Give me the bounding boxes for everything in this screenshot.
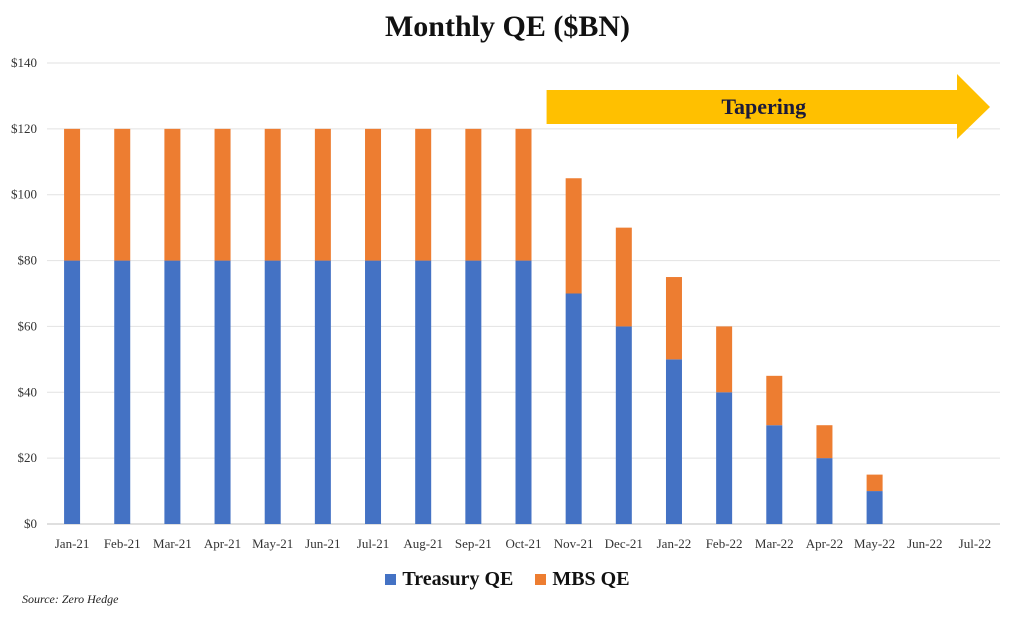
bar-segment <box>314 260 331 524</box>
bar-segment <box>465 128 482 261</box>
y-tick-label: $0 <box>24 516 37 531</box>
legend: Treasury QE MBS QE <box>0 568 1015 591</box>
x-tick-label: Mar-22 <box>755 536 794 551</box>
legend-label: MBS QE <box>552 568 630 590</box>
bar-segment <box>665 277 682 360</box>
bar-segment <box>716 326 733 393</box>
x-tick-label: Jul-22 <box>959 536 992 551</box>
source-note: Source: Zero Hedge <box>22 592 119 606</box>
x-tick-label: May-21 <box>252 536 293 551</box>
bar-segment <box>114 128 131 261</box>
x-tick-label: Nov-21 <box>554 536 594 551</box>
tapering-annotation: Tapering <box>546 74 990 139</box>
bar-segment <box>214 128 231 261</box>
bar-segment <box>415 128 432 261</box>
y-tick-label: $20 <box>18 450 38 465</box>
x-tick-label: Jul-21 <box>357 536 390 551</box>
bar-segment <box>615 326 632 524</box>
x-tick-label: Dec-21 <box>605 536 643 551</box>
bar-segment <box>615 227 632 327</box>
legend-swatch <box>535 574 547 585</box>
y-axis: $0 $20 $40 $60 $80 $100 $120 $140 <box>11 55 37 531</box>
y-tick-label: $120 <box>11 121 37 136</box>
bar-segment <box>264 260 281 524</box>
bar-segment <box>415 260 432 524</box>
bars <box>64 128 883 524</box>
bar-segment <box>565 178 582 294</box>
bar-segment <box>365 128 382 261</box>
legend-item: MBS QE <box>535 568 630 591</box>
y-tick-label: $60 <box>18 318 38 333</box>
y-tick-label: $80 <box>18 253 38 268</box>
bar-segment <box>515 128 532 261</box>
x-tick-label: May-22 <box>854 536 895 551</box>
x-tick-label: Apr-22 <box>806 536 843 551</box>
x-tick-label: Oct-21 <box>505 536 541 551</box>
bar-segment <box>515 260 532 524</box>
bar-segment <box>816 458 833 524</box>
bar-segment <box>766 425 783 524</box>
bar-segment <box>866 491 883 524</box>
bar-segment <box>164 128 181 261</box>
bar-segment <box>816 425 833 459</box>
tapering-arrow <box>546 74 990 139</box>
x-tick-label: Feb-22 <box>706 536 743 551</box>
bar-segment <box>114 260 131 524</box>
bar-segment <box>565 293 582 524</box>
legend-swatch <box>385 574 397 585</box>
bar-segment <box>64 260 81 524</box>
x-axis: Jan-21 Feb-21 Mar-21 Apr-21 May-21 Jun-21 Jul-… <box>55 536 991 551</box>
x-tick-label: Aug-21 <box>403 536 443 551</box>
x-tick-label: Jun-21 <box>305 536 340 551</box>
chart-title: Monthly QE ($BN) <box>384 10 630 43</box>
bar-segment <box>866 474 883 492</box>
y-tick-label: $140 <box>11 55 37 70</box>
x-tick-label: Apr-21 <box>204 536 241 551</box>
bar-segment <box>214 260 231 524</box>
y-tick-label: $100 <box>11 187 37 202</box>
x-tick-label: Mar-21 <box>153 536 192 551</box>
y-tick-label: $40 <box>18 384 38 399</box>
bar-segment <box>264 128 281 261</box>
x-tick-label: Feb-21 <box>104 536 141 551</box>
tapering-label: Tapering <box>721 94 806 119</box>
legend-label: Treasury QE <box>402 568 514 590</box>
x-tick-label: Sep-21 <box>455 536 492 551</box>
bar-segment <box>365 260 382 524</box>
x-tick-label: Jan-21 <box>55 536 90 551</box>
bar-segment <box>665 359 682 524</box>
bar-segment <box>164 260 181 524</box>
legend-item: Treasury QE <box>385 568 513 591</box>
x-tick-label: Jan-22 <box>657 536 692 551</box>
x-tick-label: Jun-22 <box>907 536 942 551</box>
bar-segment <box>465 260 482 524</box>
bar-segment <box>766 375 783 426</box>
bar-segment <box>314 128 331 261</box>
bar-segment <box>64 128 81 261</box>
bar-segment <box>716 392 733 524</box>
